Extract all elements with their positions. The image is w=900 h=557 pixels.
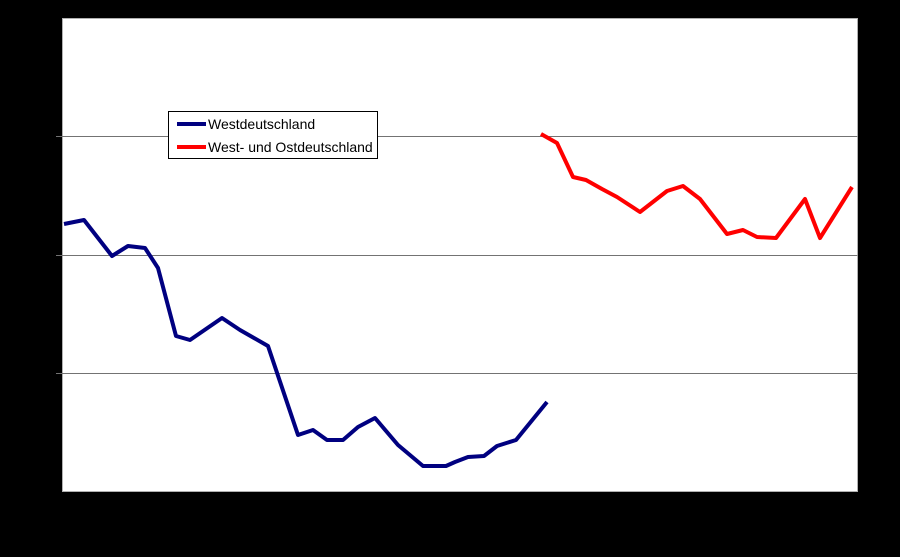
legend-label-west-und-ostdeutschland: West- und Ostdeutschland xyxy=(208,138,373,155)
legend-swatch-west-und-ostdeutschland xyxy=(177,144,206,149)
legend-item-west-und-ostdeutschland: West- und Ostdeutschland xyxy=(169,135,377,158)
legend: Westdeutschland West- und Ostdeutschland xyxy=(168,111,378,159)
legend-item-westdeutschland: Westdeutschland xyxy=(169,112,377,135)
series-westdeutschland-line xyxy=(63,218,549,468)
series-west-und-ostdeutschland-line xyxy=(540,132,854,240)
legend-swatch-westdeutschland xyxy=(177,121,206,126)
legend-label-westdeutschland: Westdeutschland xyxy=(208,115,316,132)
